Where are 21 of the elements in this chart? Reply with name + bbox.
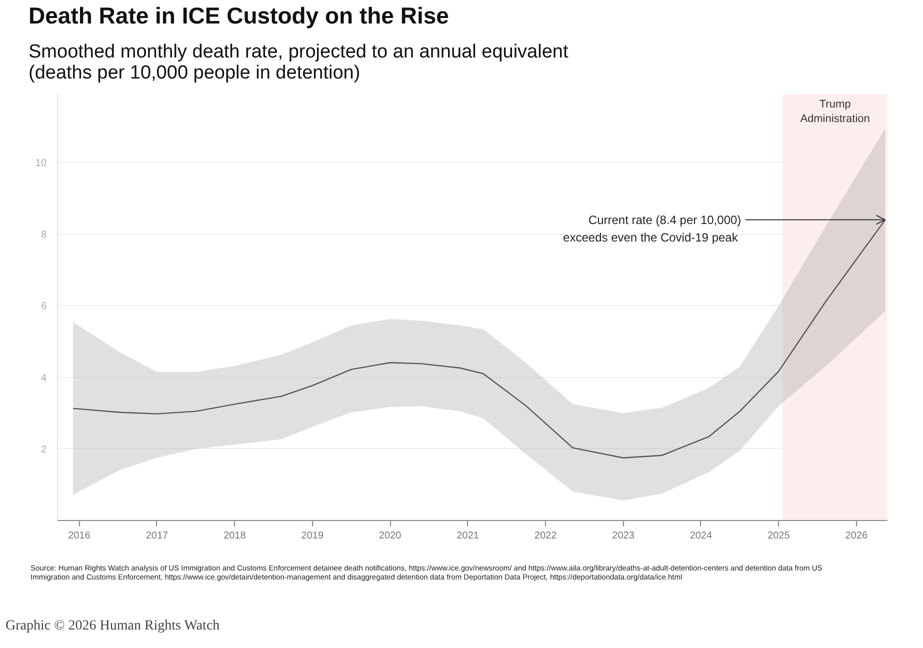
text: Graphic © 2026 Human Rights Watch [6, 618, 220, 634]
band-label: Trump Administration [800, 98, 870, 125]
annotation: Current rate (8.4 per 10,000) exceeds even the Covid-19 peak [563, 212, 742, 244]
x-tick-label: 2022 [534, 530, 558, 542]
y-tick-label: 6 [40, 301, 47, 312]
x-tick-label: 2019 [301, 530, 324, 542]
x-tick-label: 2018 [224, 530, 246, 542]
y-tick-label: 4 [40, 372, 47, 384]
x-tick-label: 2025 [768, 530, 790, 542]
x-tick-label: 2024 [690, 530, 713, 542]
chart-title: Death Rate in ICE Custody on the Rise [28, 2, 449, 28]
y-tick-label: 8 [40, 230, 47, 241]
x-tick-label: 2023 [612, 530, 635, 542]
x-tick-label: 2016 [68, 530, 91, 542]
x-tick-label: 2026 [845, 530, 868, 542]
x-tick-label: 2017 [146, 530, 169, 542]
x-tick-label: 2021 [456, 530, 480, 542]
y-tick-label: 2 [40, 444, 47, 456]
x-tick-label: 2020 [379, 530, 402, 542]
y-tick-label: 10 [35, 158, 47, 170]
chart-subtitle: Smoothed monthly death rate, projected to an annual equivalent (deaths per 10,000 people in detention) [28, 42, 569, 84]
